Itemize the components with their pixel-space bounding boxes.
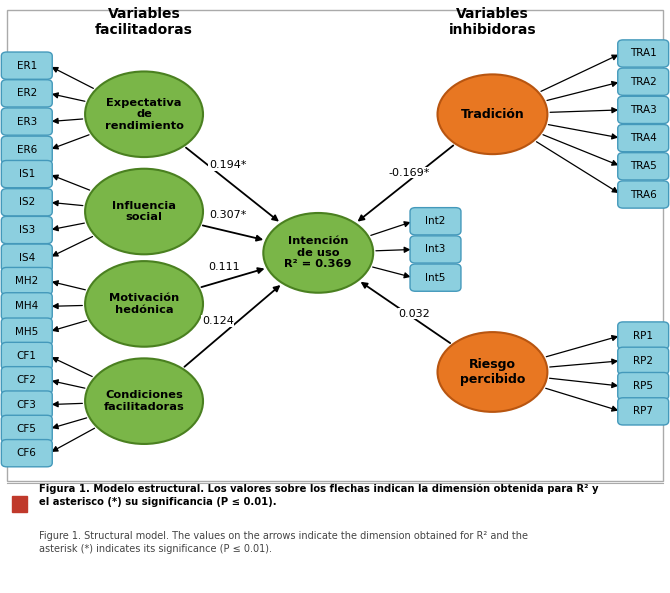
Text: MH4: MH4 (15, 301, 38, 311)
Text: MH2: MH2 (15, 276, 38, 286)
FancyBboxPatch shape (410, 264, 461, 291)
FancyBboxPatch shape (1, 391, 52, 418)
Text: MH5: MH5 (15, 327, 38, 337)
FancyBboxPatch shape (1, 79, 52, 107)
FancyBboxPatch shape (1, 293, 52, 320)
FancyBboxPatch shape (1, 366, 52, 394)
Text: 0.124: 0.124 (202, 316, 234, 326)
Text: 0.111: 0.111 (208, 263, 241, 272)
Text: Figura 1. Modelo estructural. Los valores sobre los flechas indican la dimensión: Figura 1. Modelo estructural. Los valore… (39, 484, 598, 507)
FancyBboxPatch shape (618, 125, 669, 152)
FancyBboxPatch shape (618, 40, 669, 67)
Text: Riesgo
percibido: Riesgo percibido (460, 358, 525, 386)
FancyBboxPatch shape (1, 342, 52, 369)
Text: CF1: CF1 (17, 351, 37, 361)
Circle shape (438, 332, 547, 412)
Text: TRA3: TRA3 (630, 105, 657, 115)
Text: TRA4: TRA4 (630, 133, 657, 143)
FancyBboxPatch shape (1, 108, 52, 135)
Text: IS1: IS1 (19, 169, 35, 179)
Text: Int5: Int5 (425, 273, 446, 283)
FancyBboxPatch shape (618, 68, 669, 95)
FancyBboxPatch shape (1, 52, 52, 79)
Text: Int2: Int2 (425, 216, 446, 227)
Text: ER2: ER2 (17, 88, 37, 98)
Text: RP2: RP2 (633, 356, 653, 366)
Circle shape (85, 72, 203, 157)
Text: ER1: ER1 (17, 60, 37, 71)
FancyBboxPatch shape (1, 161, 52, 188)
Text: Intención
de uso
R² = 0.369: Intención de uso R² = 0.369 (285, 236, 352, 269)
Text: -0.169*: -0.169* (388, 168, 429, 178)
Text: RP1: RP1 (633, 330, 653, 340)
FancyBboxPatch shape (618, 181, 669, 208)
Text: TRA2: TRA2 (630, 76, 657, 87)
Text: Motivación
hedónica: Motivación hedónica (109, 293, 179, 315)
Text: TRA5: TRA5 (630, 161, 657, 171)
FancyBboxPatch shape (7, 9, 663, 482)
Text: 0.032: 0.032 (398, 308, 430, 318)
Text: 0.194*: 0.194* (209, 160, 247, 170)
FancyBboxPatch shape (618, 347, 669, 374)
Text: Figure 1. Structural model. The values on the arrows indicate the dimension obta: Figure 1. Structural model. The values o… (39, 531, 528, 554)
Text: ER3: ER3 (17, 117, 37, 126)
FancyBboxPatch shape (1, 216, 52, 244)
FancyBboxPatch shape (1, 318, 52, 345)
Text: Int3: Int3 (425, 244, 446, 254)
Circle shape (85, 261, 203, 347)
FancyBboxPatch shape (618, 96, 669, 123)
Text: TRA1: TRA1 (630, 49, 657, 59)
Text: Condiciones
facilitadoras: Condiciones facilitadoras (104, 390, 184, 412)
FancyBboxPatch shape (618, 152, 669, 180)
Text: IS3: IS3 (19, 225, 35, 235)
Text: CF6: CF6 (17, 448, 37, 458)
Text: CF2: CF2 (17, 375, 37, 385)
FancyBboxPatch shape (410, 208, 461, 235)
FancyBboxPatch shape (618, 322, 669, 349)
FancyBboxPatch shape (1, 244, 52, 272)
Bar (12, 496, 27, 512)
Text: RP7: RP7 (633, 406, 653, 416)
FancyBboxPatch shape (1, 136, 52, 164)
Circle shape (85, 169, 203, 254)
FancyBboxPatch shape (410, 236, 461, 263)
Text: Variables
inhibidoras: Variables inhibidoras (449, 7, 536, 37)
FancyBboxPatch shape (618, 398, 669, 425)
Text: TRA6: TRA6 (630, 190, 657, 199)
Text: Tradición: Tradición (460, 108, 525, 121)
Text: RP5: RP5 (633, 381, 653, 391)
FancyBboxPatch shape (1, 415, 52, 442)
Text: Expectativa
de
rendimiento: Expectativa de rendimiento (105, 98, 184, 131)
Text: IS2: IS2 (19, 197, 35, 208)
Text: ER6: ER6 (17, 145, 37, 155)
Text: CF5: CF5 (17, 424, 37, 434)
Circle shape (438, 74, 547, 154)
FancyBboxPatch shape (1, 267, 52, 295)
Text: Variables
facilitadoras: Variables facilitadoras (95, 7, 193, 37)
FancyBboxPatch shape (1, 439, 52, 467)
FancyBboxPatch shape (1, 189, 52, 216)
Text: Influencia
social: Influencia social (112, 200, 176, 222)
Circle shape (85, 358, 203, 444)
Text: 0.307*: 0.307* (209, 210, 247, 220)
Circle shape (263, 213, 373, 293)
Text: CF3: CF3 (17, 400, 37, 410)
FancyBboxPatch shape (618, 372, 669, 400)
Text: IS4: IS4 (19, 253, 35, 263)
